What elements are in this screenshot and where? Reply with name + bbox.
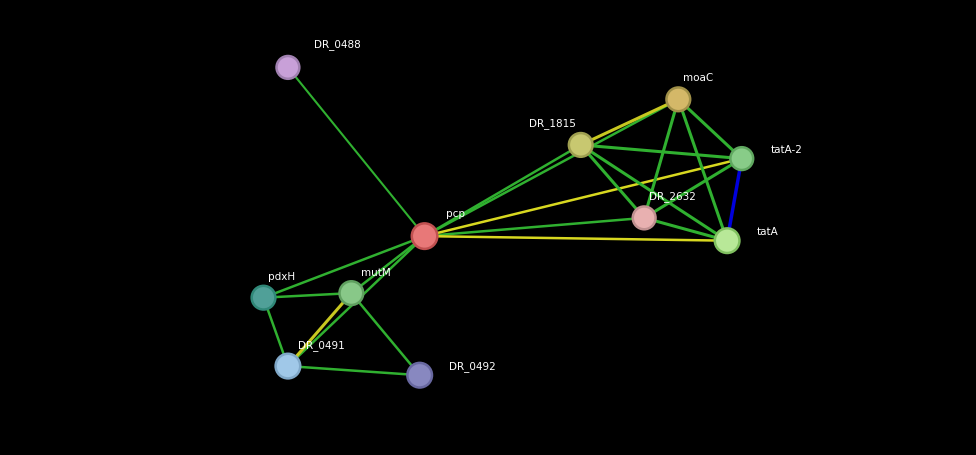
Text: DR_0491: DR_0491 [298, 339, 345, 350]
Text: tatA: tatA [756, 227, 778, 237]
Ellipse shape [569, 134, 592, 157]
Ellipse shape [275, 354, 301, 379]
Text: DR_2632: DR_2632 [649, 190, 696, 201]
Text: moaC: moaC [683, 73, 713, 83]
Ellipse shape [730, 148, 753, 171]
Text: DR_1815: DR_1815 [529, 117, 576, 128]
Ellipse shape [632, 207, 656, 230]
Text: pcp: pcp [446, 208, 465, 218]
Text: pdxH: pdxH [268, 272, 296, 282]
Ellipse shape [407, 363, 432, 388]
Ellipse shape [667, 88, 690, 112]
Text: DR_0488: DR_0488 [314, 39, 361, 50]
Text: DR_0492: DR_0492 [449, 360, 496, 371]
Ellipse shape [340, 282, 363, 305]
Text: tatA-2: tatA-2 [771, 145, 803, 155]
Ellipse shape [252, 286, 275, 310]
Ellipse shape [276, 57, 300, 80]
Ellipse shape [714, 229, 740, 253]
Text: mutM: mutM [361, 267, 390, 277]
Ellipse shape [412, 224, 437, 249]
